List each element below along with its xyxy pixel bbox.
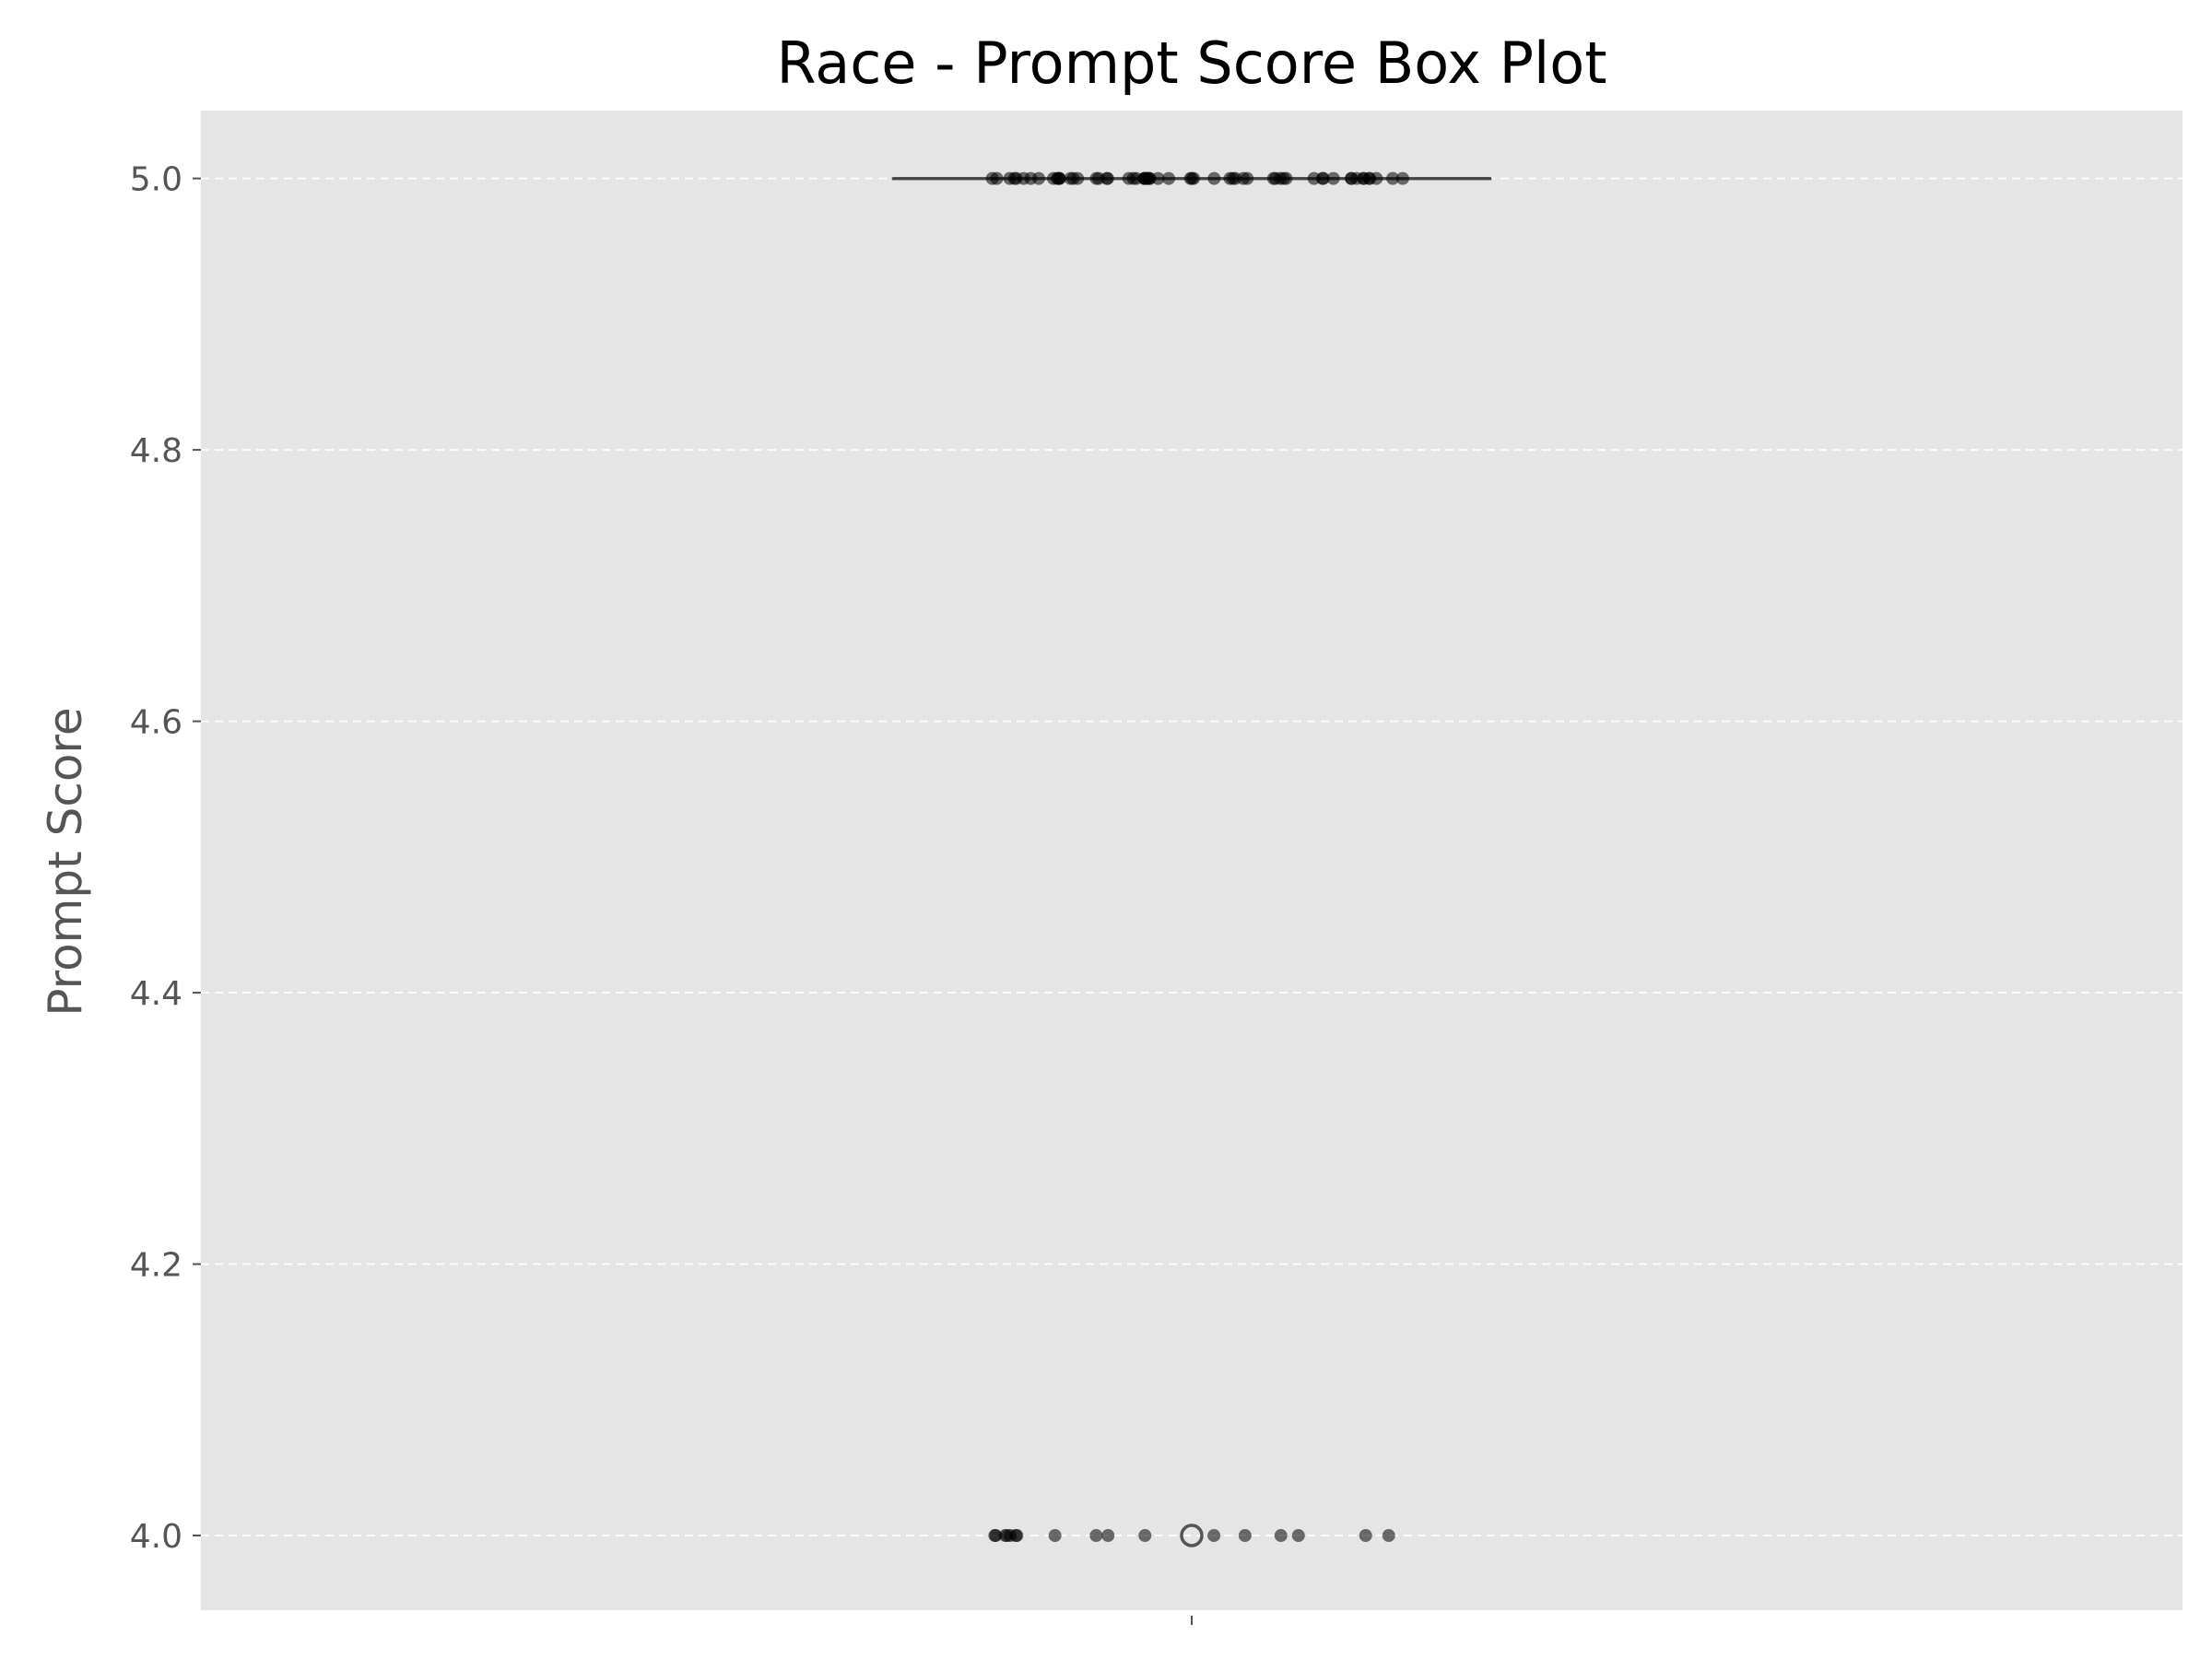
data-point-4 <box>1274 1529 1288 1543</box>
plot-area <box>201 111 2183 1610</box>
data-point-5 <box>1395 171 1409 185</box>
y-gridlines <box>201 177 2183 1537</box>
data-point-4 <box>1359 1529 1372 1543</box>
data-point-4 <box>988 1529 1002 1543</box>
y-tick-label: 4.4 <box>130 975 182 1013</box>
data-point-5 <box>1126 171 1140 185</box>
data-point-5 <box>1345 171 1359 185</box>
data-point-5 <box>990 171 1004 185</box>
data-point-5 <box>1268 171 1282 185</box>
data-point-5 <box>1362 171 1376 185</box>
y-tick-label: 4.2 <box>130 1247 182 1285</box>
data-point-5 <box>1241 171 1254 185</box>
y-tick-label: 5.0 <box>130 161 182 199</box>
data-point-4 <box>1089 1529 1103 1543</box>
data-point-4 <box>1138 1529 1152 1543</box>
data-point-4 <box>1238 1529 1252 1543</box>
y-tick-label: 4.6 <box>130 704 182 742</box>
chart-title: Race - Prompt Score Box Plot <box>776 29 1606 97</box>
data-point-4 <box>1207 1529 1221 1543</box>
data-point-4 <box>1101 1529 1115 1543</box>
data-point-5 <box>1326 171 1340 185</box>
data-point-5 <box>1316 171 1330 185</box>
data-point-5 <box>1207 171 1221 185</box>
data-point-5 <box>1223 171 1237 185</box>
data-point-4 <box>1000 1529 1014 1543</box>
y-tick-label: 4.8 <box>130 432 182 470</box>
data-point-4 <box>1291 1529 1305 1543</box>
y-axis-ticks: 4.0 4.2 4.4 4.6 4.8 5.0 <box>130 161 201 1556</box>
data-point-4 <box>1382 1529 1395 1543</box>
y-tick-label: 4.0 <box>130 1518 182 1556</box>
outlier-marker <box>1180 1524 1204 1547</box>
data-point-5 <box>1138 171 1152 185</box>
data-point-5 <box>1007 171 1021 185</box>
data-point-5 <box>1066 171 1080 185</box>
jitter-points <box>985 171 1409 1543</box>
data-point-5 <box>1187 171 1201 185</box>
data-point-4 <box>1048 1529 1062 1543</box>
data-point-5 <box>1052 171 1065 185</box>
y-axis-label: Prompt Score <box>39 707 92 1016</box>
data-point-5 <box>1162 171 1176 185</box>
data-point-5 <box>1089 171 1103 185</box>
data-point-5 <box>1100 171 1114 185</box>
data-point-5 <box>1386 171 1400 185</box>
